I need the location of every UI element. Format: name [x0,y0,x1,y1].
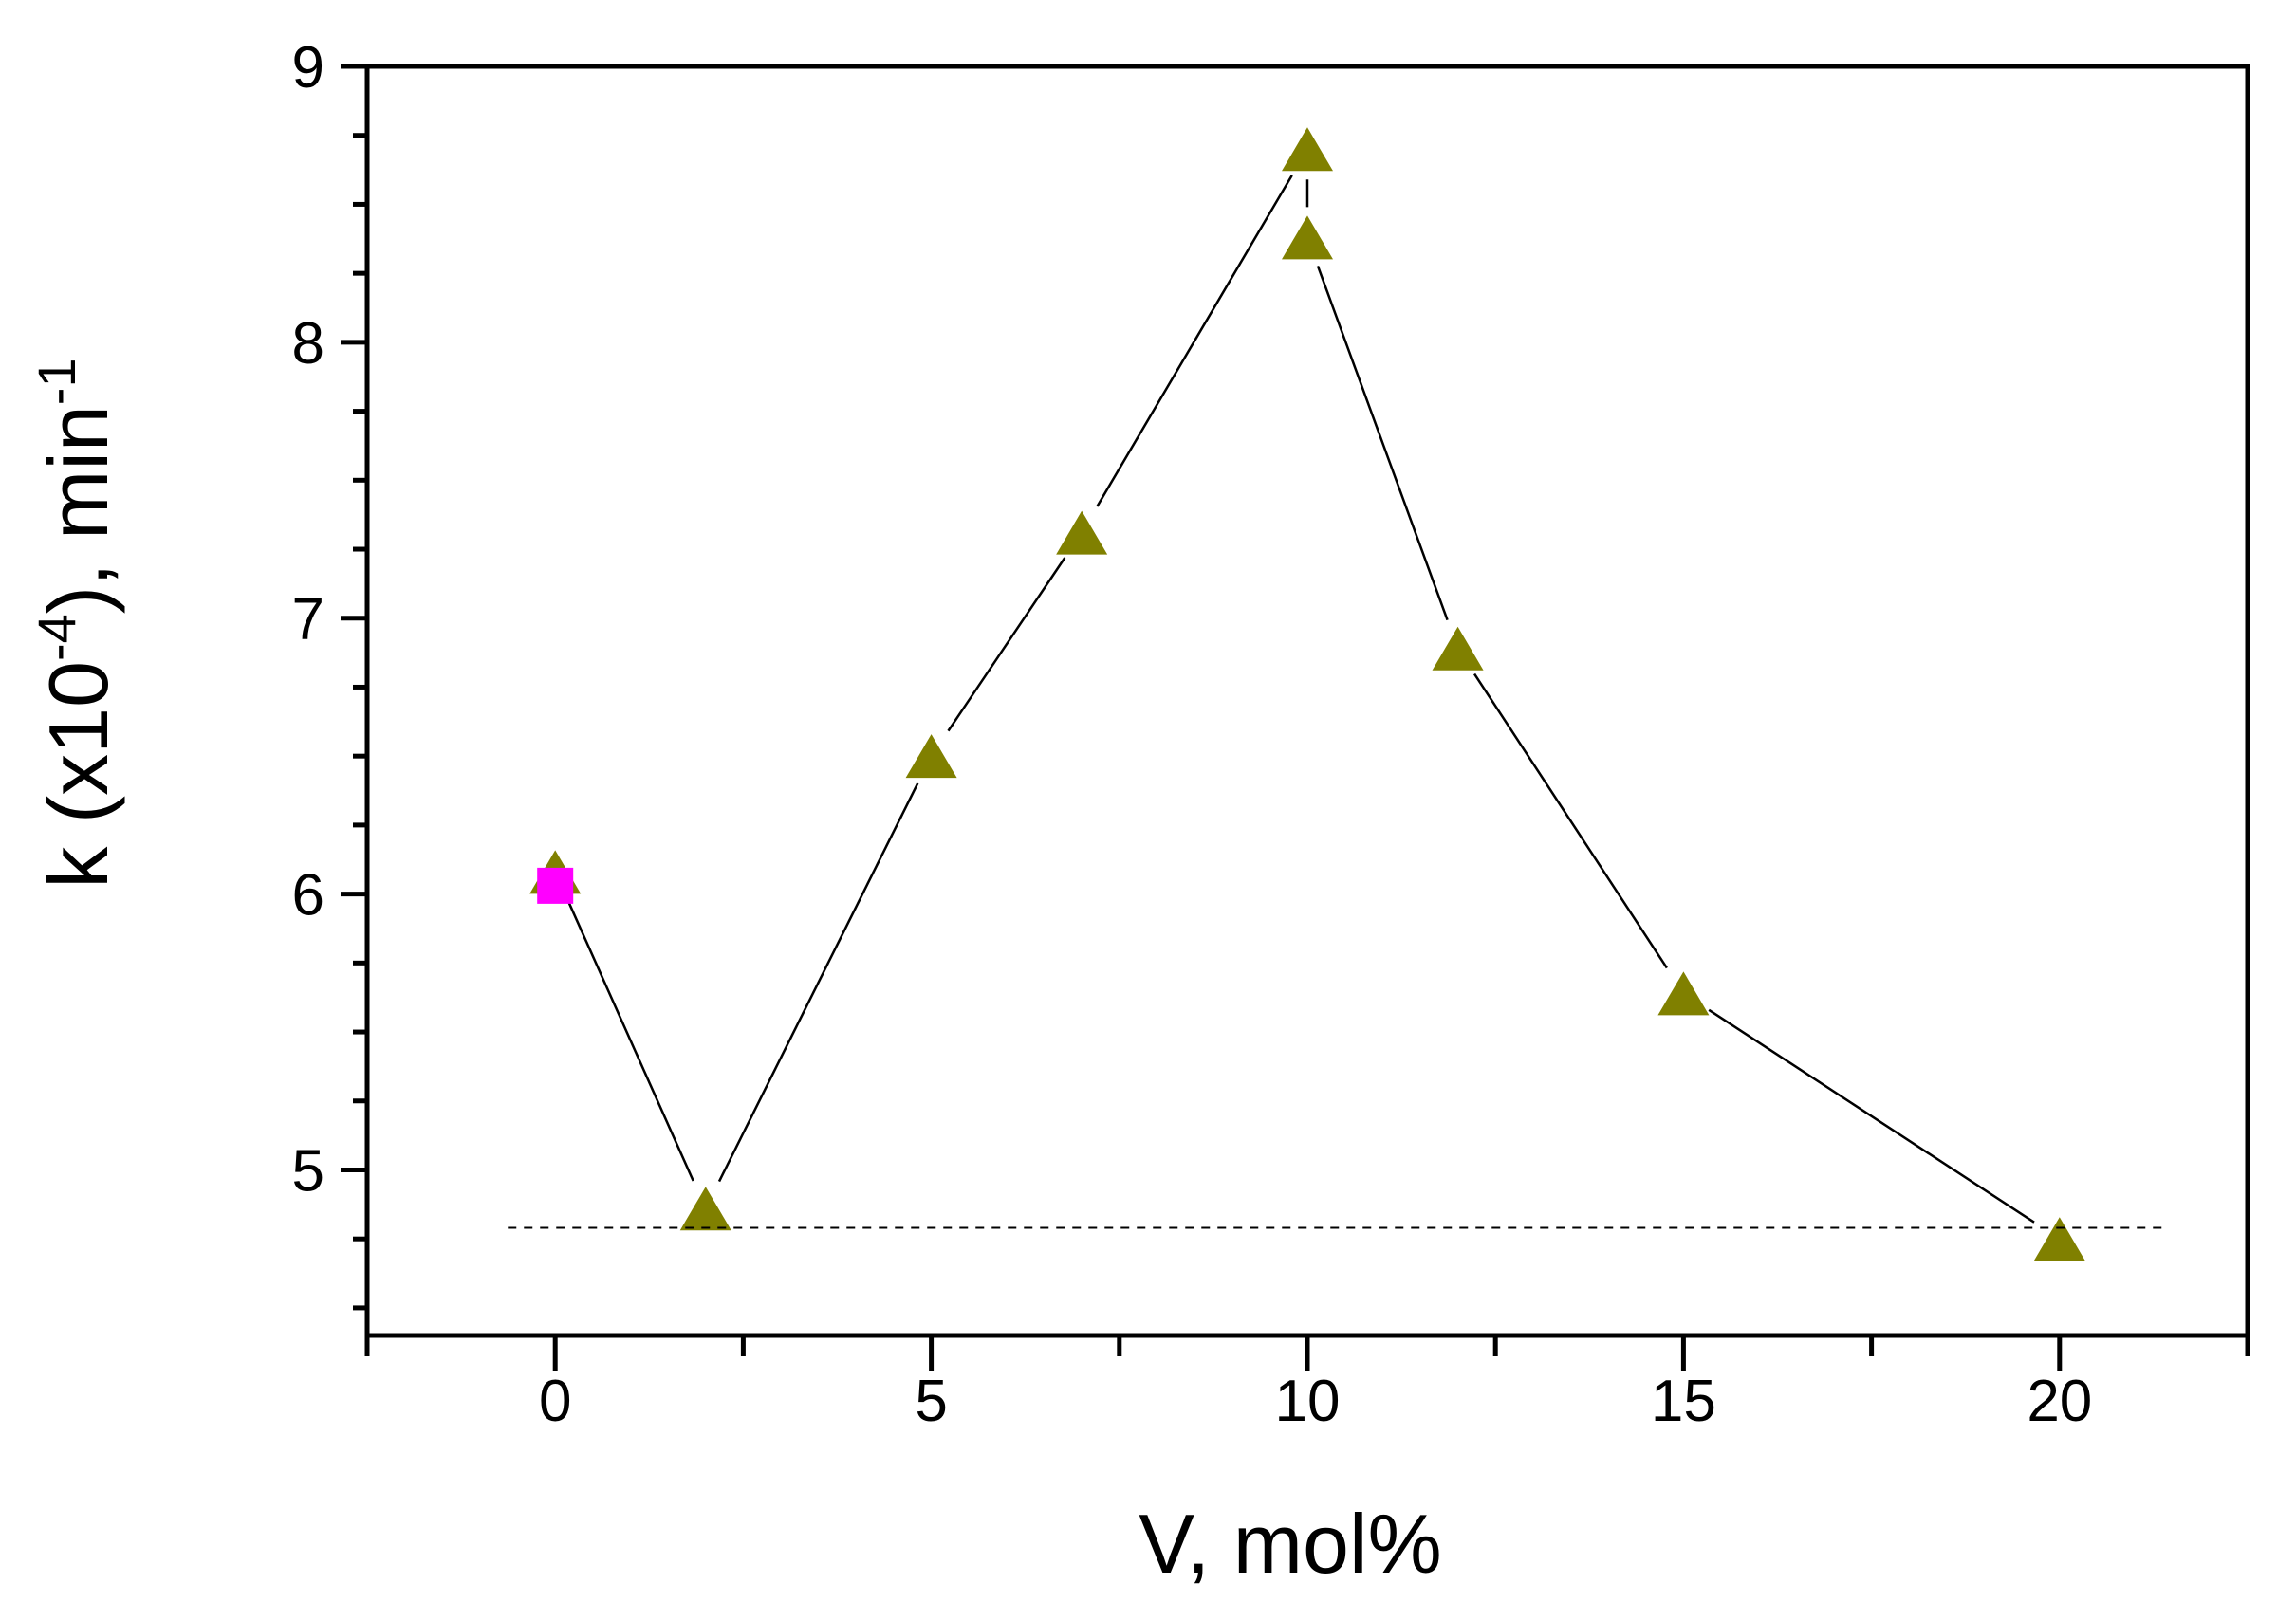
y-axis-title-part1: k (x10 [31,661,125,889]
triangle-marker [1056,510,1108,555]
series-line-segment [566,899,694,1182]
series-line-segment [1708,1008,2035,1224]
tick-labels: 0 5 10 15 20 5 6 7 8 9 [292,35,2093,1434]
series-line-segment [947,557,1066,732]
x-tick-label: 10 [1275,1369,1341,1434]
y-axis-title-exponent1: -4 [27,614,86,661]
triangle-marker [1657,971,1710,1016]
x-tick-label: 5 [915,1369,947,1434]
y-axis-title-exponent2: -1 [27,358,86,405]
x-axis-title: V, mol% [1139,1497,1442,1591]
data-markers [529,127,2085,1261]
triangle-marker [1432,626,1484,671]
y-tick-label: 6 [292,863,324,929]
triangle-marker [2033,1217,2085,1261]
y-axis-title: k (x10-4), min-1 [27,358,125,888]
x-tick-label: 0 [539,1369,571,1434]
series-line-segment [1316,265,1449,621]
series-line-segment [1096,175,1293,507]
y-tick-label: 9 [292,35,324,101]
y-tick-label: 5 [292,1138,324,1204]
series-line-segment [717,782,919,1183]
x-tick-label: 15 [1651,1369,1716,1434]
series-connecting-lines [566,175,2035,1224]
plot-frame [364,64,2250,1338]
y-axis-title-part2: ), min [31,405,125,614]
series-line-segment [1473,672,1668,969]
y-tick-label: 7 [292,587,324,653]
triangle-marker [1282,127,1333,172]
triangle-marker [679,1187,731,1231]
triangle-marker [905,734,957,779]
triangle-marker [1282,215,1333,260]
x-tick-label: 20 [2027,1369,2092,1434]
square-marker [537,867,574,904]
y-tick-label: 8 [292,311,324,377]
